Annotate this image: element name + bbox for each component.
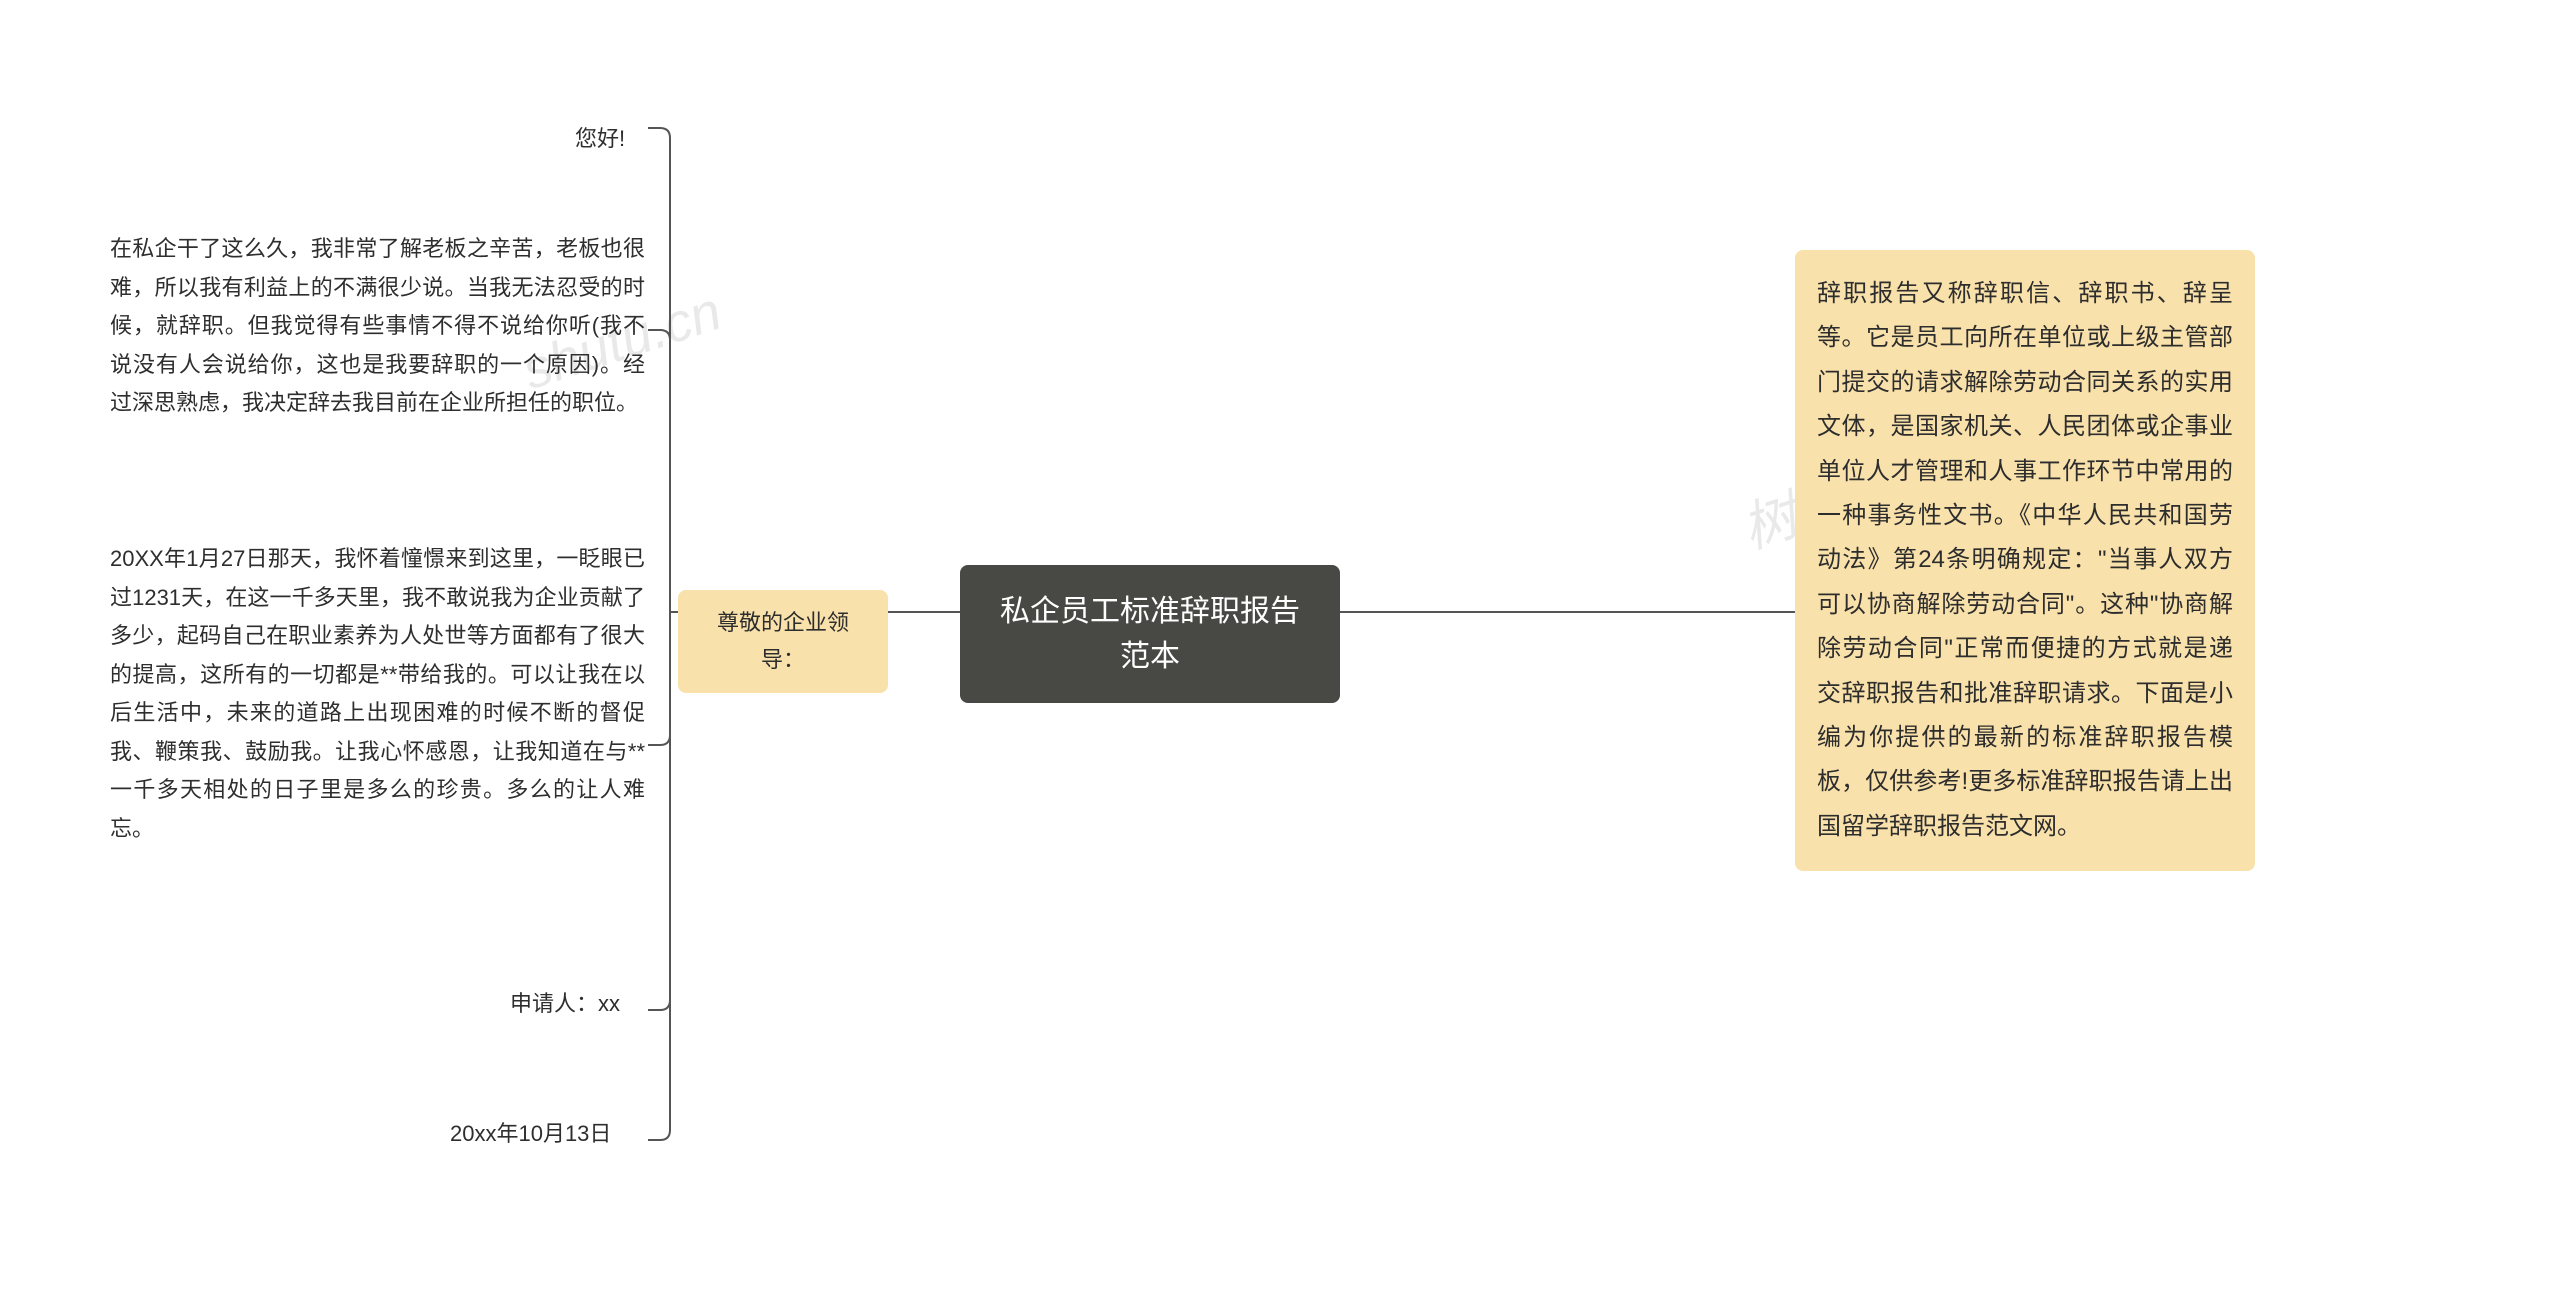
left-hub-node: 尊敬的企业领导： [678, 590, 888, 693]
center-node: 私企员工标准辞职报告范本 [960, 565, 1340, 703]
left-child-4: 20xx年10月13日 [450, 1115, 650, 1154]
bracket-left [648, 128, 678, 1140]
right-content-node: 辞职报告又称辞职信、辞职书、辞呈等。它是员工向所在单位或上级主管部门提交的请求解… [1795, 250, 2255, 871]
left-child-0: 您好! [575, 120, 645, 159]
left-child-3: 申请人：xx [510, 985, 650, 1024]
left-child-2: 20XX年1月27日那天，我怀着憧憬来到这里，一眨眼已过1231天，在这一千多天… [110, 540, 645, 848]
left-child-1: 在私企干了这么久，我非常了解老板之辛苦，老板也很难，所以我有利益上的不满很少说。… [110, 230, 645, 423]
